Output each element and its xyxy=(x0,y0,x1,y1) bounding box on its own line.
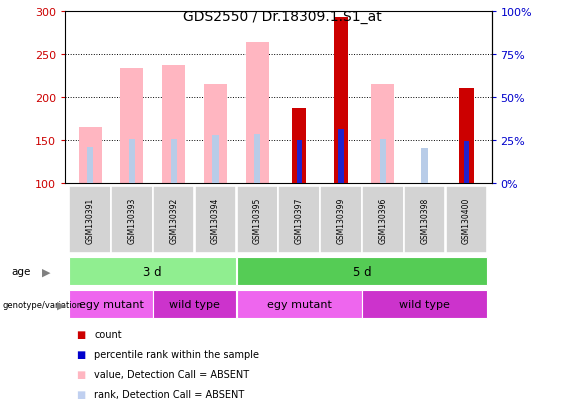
Bar xyxy=(153,187,194,253)
Bar xyxy=(195,187,236,253)
Bar xyxy=(171,139,177,184)
Bar xyxy=(254,135,260,184)
Bar xyxy=(464,142,469,184)
Text: GSM130398: GSM130398 xyxy=(420,197,429,243)
Text: GSM130395: GSM130395 xyxy=(253,197,262,243)
Text: rank, Detection Call = ABSENT: rank, Detection Call = ABSENT xyxy=(94,389,245,399)
Bar xyxy=(246,43,269,184)
Bar xyxy=(297,141,302,184)
Text: GSM130394: GSM130394 xyxy=(211,197,220,243)
Text: wild type: wild type xyxy=(169,299,220,310)
Bar xyxy=(338,130,344,184)
Text: ■: ■ xyxy=(76,389,85,399)
Bar xyxy=(380,140,386,184)
Text: egy mutant: egy mutant xyxy=(267,299,332,310)
Bar xyxy=(237,258,487,285)
Text: ▶: ▶ xyxy=(56,300,65,310)
Bar xyxy=(362,187,403,253)
Bar xyxy=(69,258,236,285)
Bar xyxy=(79,128,102,184)
Bar xyxy=(129,140,135,184)
Text: ■: ■ xyxy=(76,369,85,379)
Text: GSM130400: GSM130400 xyxy=(462,197,471,243)
Bar xyxy=(111,187,153,253)
Bar xyxy=(320,187,362,253)
Bar xyxy=(212,136,219,184)
Text: count: count xyxy=(94,330,122,339)
Bar xyxy=(237,291,362,318)
Text: GSM130393: GSM130393 xyxy=(127,197,136,243)
Bar xyxy=(237,187,278,253)
Bar xyxy=(120,69,144,184)
Bar xyxy=(446,187,487,253)
Text: egy mutant: egy mutant xyxy=(79,299,144,310)
Text: ■: ■ xyxy=(76,349,85,359)
Bar xyxy=(371,84,394,184)
Text: value, Detection Call = ABSENT: value, Detection Call = ABSENT xyxy=(94,369,250,379)
Bar xyxy=(69,291,153,318)
Bar xyxy=(292,108,306,184)
Text: wild type: wild type xyxy=(399,299,450,310)
Bar xyxy=(421,149,428,184)
Bar xyxy=(69,187,111,253)
Text: GSM130391: GSM130391 xyxy=(85,197,94,243)
Text: ■: ■ xyxy=(76,330,85,339)
Text: ▶: ▶ xyxy=(42,267,51,277)
Bar xyxy=(162,66,185,184)
Text: GSM130396: GSM130396 xyxy=(379,197,388,243)
Text: percentile rank within the sample: percentile rank within the sample xyxy=(94,349,259,359)
Text: genotype/variation: genotype/variation xyxy=(3,300,83,309)
Text: GSM130399: GSM130399 xyxy=(337,197,345,243)
Text: GDS2550 / Dr.18309.1.S1_at: GDS2550 / Dr.18309.1.S1_at xyxy=(183,10,382,24)
Text: GSM130397: GSM130397 xyxy=(295,197,303,243)
Bar xyxy=(87,148,93,184)
Text: 3 d: 3 d xyxy=(144,265,162,278)
Bar xyxy=(404,187,445,253)
Bar xyxy=(204,84,227,184)
Text: GSM130392: GSM130392 xyxy=(169,197,178,243)
Bar xyxy=(279,187,320,253)
Bar xyxy=(153,291,236,318)
Bar xyxy=(459,89,474,184)
Bar xyxy=(362,291,487,318)
Bar xyxy=(334,19,348,184)
Text: age: age xyxy=(11,267,31,277)
Text: 5 d: 5 d xyxy=(353,265,371,278)
